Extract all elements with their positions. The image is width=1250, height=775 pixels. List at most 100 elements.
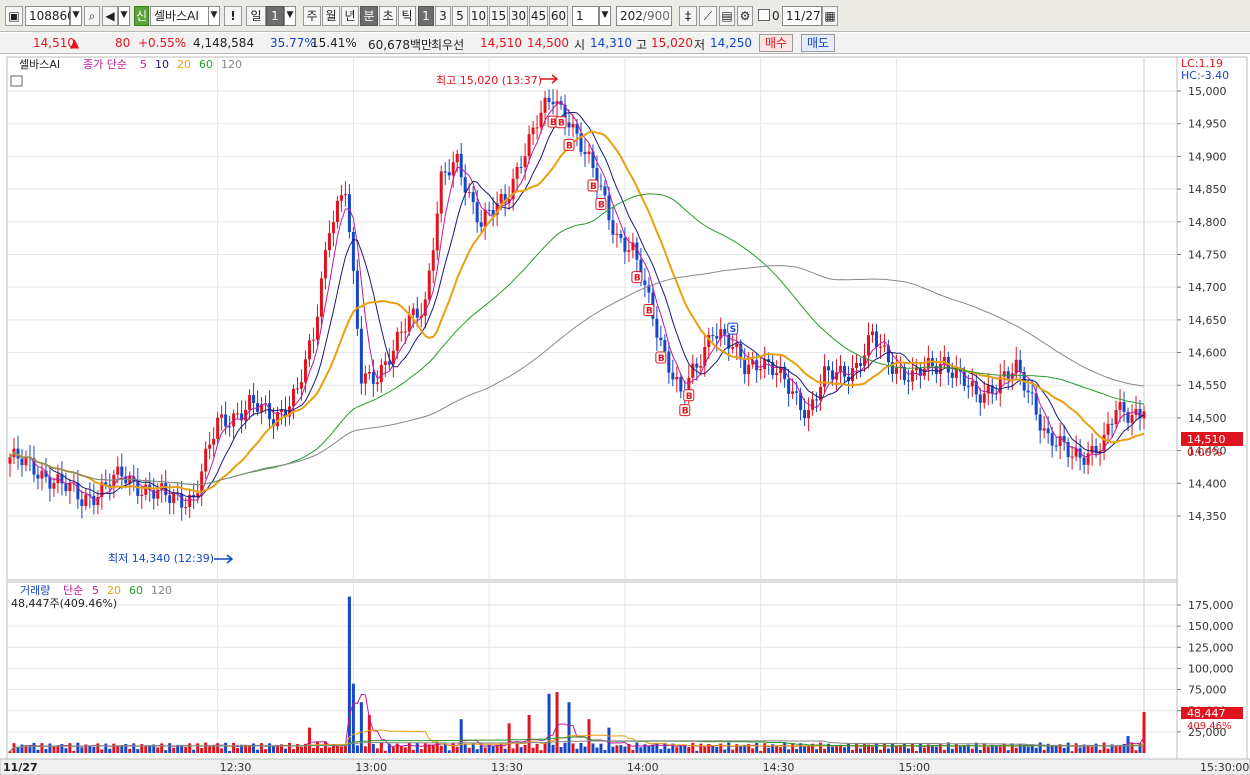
candle-body	[1014, 359, 1018, 374]
candle-body	[483, 209, 487, 227]
candle-body	[60, 474, 64, 484]
count-field[interactable]: 202/900	[616, 6, 672, 26]
volume-bar	[986, 747, 990, 753]
time-label: 14:30	[763, 761, 795, 774]
zero-checkbox[interactable]	[758, 9, 770, 21]
volume-bar	[910, 742, 914, 753]
volume-bar	[467, 747, 471, 753]
volume-ma-legend-60: 60	[129, 584, 143, 597]
volume-bar	[711, 745, 715, 753]
chart-window-icon[interactable]: ▣	[5, 6, 23, 26]
interval-15-button[interactable]: 15	[489, 6, 508, 26]
ma-120-line	[9, 265, 1145, 486]
speaker-icon[interactable]: ◀	[102, 6, 118, 26]
sell-button[interactable]: 매도	[801, 34, 836, 52]
candle-body	[611, 220, 615, 235]
period-0-button[interactable]: 주	[303, 6, 321, 26]
volume-bar	[319, 747, 323, 753]
candle-body	[260, 404, 264, 412]
interval-5-button[interactable]: 5	[452, 6, 468, 26]
volume-bar	[244, 744, 248, 753]
price-tick: 14,350	[1188, 510, 1227, 523]
volume-bar	[743, 744, 747, 753]
candle-body	[595, 168, 599, 186]
volume-bar	[60, 744, 64, 753]
volume-bar	[1018, 743, 1022, 753]
interval-3-button[interactable]: 3	[435, 6, 451, 26]
volume-bar	[595, 747, 599, 753]
candle-body	[68, 483, 72, 492]
warning-icon[interactable]: !	[224, 6, 242, 26]
volume-bar	[1078, 747, 1082, 753]
interval-1-button[interactable]: 1	[418, 6, 434, 26]
volume-bar	[68, 743, 72, 753]
volume-bar	[363, 746, 367, 753]
candle-body	[751, 360, 755, 365]
settings-gear-icon[interactable]: ⚙	[737, 6, 753, 26]
period-1-button[interactable]: 월	[322, 6, 340, 26]
daily-value[interactable]: 1	[266, 6, 284, 26]
period-5-button[interactable]: 틱	[398, 6, 416, 26]
last-volume-tag: 48,447	[1187, 707, 1226, 720]
line-tool-icon[interactable]: ⟋	[699, 6, 717, 26]
period-2-button[interactable]: 년	[341, 6, 359, 26]
volume-bar	[511, 748, 515, 753]
volume-bar	[914, 750, 918, 753]
interval-input[interactable]: 1	[572, 6, 599, 26]
volume-bar	[591, 743, 595, 753]
volume-bar	[870, 746, 874, 753]
period-3-button[interactable]: 분	[360, 6, 378, 26]
code-dropdown-icon[interactable]: ▼	[70, 6, 82, 26]
save-icon[interactable]: ▤	[719, 6, 735, 26]
candle-body	[395, 331, 399, 351]
buy-button[interactable]: 매수	[759, 34, 794, 52]
candle-body	[399, 331, 403, 333]
speaker-dropdown-icon[interactable]: ▼	[118, 6, 130, 26]
name-dropdown-icon[interactable]: ▼	[208, 6, 220, 26]
volume-bar	[862, 744, 866, 753]
interval-30-button[interactable]: 30	[509, 6, 528, 26]
low-price: 14,250	[710, 36, 752, 50]
interval-60-button[interactable]: 60	[549, 6, 568, 26]
price-tick: 14,550	[1188, 379, 1227, 392]
daily-dropdown-icon[interactable]: ▼	[284, 6, 296, 26]
candle-body	[763, 359, 767, 370]
search-icon[interactable]: ⌕	[84, 6, 100, 26]
volume-bar	[88, 745, 92, 753]
candle-body	[423, 299, 427, 316]
volume-bar	[695, 750, 699, 753]
candle-body	[575, 123, 579, 134]
calendar-icon[interactable]: ▦	[822, 6, 838, 26]
table-view-icon[interactable]	[10, 75, 23, 87]
interval-10-button[interactable]: 10	[469, 6, 488, 26]
candle-body	[284, 409, 288, 417]
date-field[interactable]: 11/27	[782, 6, 822, 26]
period-4-button[interactable]: 초	[379, 6, 397, 26]
candle-body	[291, 388, 295, 407]
interval-dropdown-icon[interactable]: ▼	[599, 6, 611, 26]
price-tick: 14,900	[1188, 150, 1227, 163]
stock-code-input[interactable]: 108860	[25, 6, 75, 26]
signal-B-icon	[587, 179, 599, 192]
volume-bar	[307, 727, 311, 753]
volume-bar	[1002, 743, 1006, 753]
price-tick: 14,750	[1188, 248, 1227, 261]
candle-body	[635, 242, 639, 260]
volume-bar	[24, 745, 28, 753]
volume-bar	[331, 743, 335, 753]
volume-bar	[168, 743, 172, 753]
candle-body	[926, 358, 930, 369]
daily-button[interactable]: 일	[246, 6, 266, 26]
candle-body	[815, 399, 819, 401]
volume-bar	[12, 743, 16, 753]
candle-type-icon[interactable]: ‡	[679, 6, 697, 26]
volume-bar	[763, 743, 767, 753]
candle-body	[523, 156, 527, 168]
candle-body	[1034, 393, 1038, 415]
candle-body	[663, 340, 667, 352]
volume-bar	[855, 743, 859, 753]
volume-bar	[1086, 744, 1090, 753]
stock-name-field[interactable]: 셀바스AI	[150, 6, 220, 26]
interval-45-button[interactable]: 45	[529, 6, 548, 26]
